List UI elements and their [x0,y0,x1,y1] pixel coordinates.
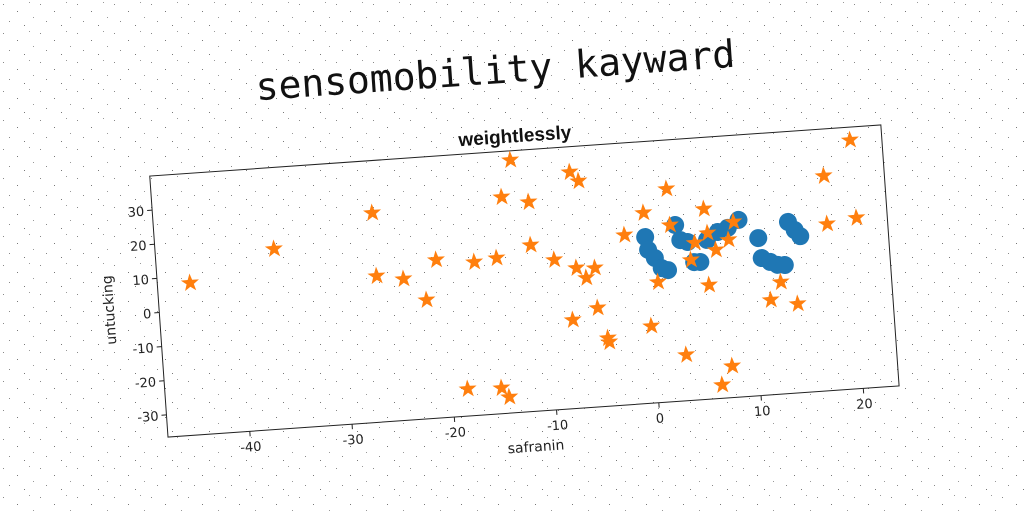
star-point [519,192,538,211]
star-point [706,240,725,258]
star-point [394,269,413,288]
star-point [698,223,717,242]
star-point [492,378,511,397]
star-point [560,162,579,181]
star-point [567,258,586,276]
y-tick-label: 30 [127,205,145,221]
star-point [817,214,836,233]
star-point [492,187,511,206]
x-axis-label: safranin [507,437,565,457]
circle-point [749,229,768,248]
star-point [501,150,520,169]
star-point [577,268,596,286]
circle-point [775,256,794,275]
star-point [771,272,790,291]
star-point [660,215,679,234]
y-axis-label: untucking [100,275,121,346]
x-tick-label: 20 [856,397,874,413]
star-point [180,273,199,291]
star-point [723,356,742,375]
y-tick-label: 20 [130,239,148,255]
star-point [500,387,519,406]
star-point [600,332,619,351]
y-tick-label: 10 [132,273,150,289]
x-tick-label: 0 [655,411,664,427]
star-point [847,208,866,226]
star-point [694,199,713,218]
x-tick-label: -40 [240,440,262,456]
star-point [657,179,676,198]
star-point [761,290,780,308]
star-point [677,345,696,363]
x-tick-label: -30 [342,432,364,448]
star-point [634,203,653,221]
y-tick-label: -20 [134,375,156,391]
star-point [545,250,564,268]
star-point [642,316,661,335]
star-point [426,250,445,268]
star-point [417,290,436,309]
star-point [585,258,604,277]
star-point [648,272,667,291]
star-point [487,248,506,267]
x-tick-label: -10 [547,418,569,434]
circle-point [659,261,678,280]
star-point [458,379,477,398]
plot-frame [149,124,900,438]
star-point [465,252,484,271]
star-point [713,375,732,393]
y-tick-label: -30 [137,409,159,425]
star-point [521,235,540,254]
star-point [264,239,283,258]
y-tick-label: 0 [143,307,152,323]
star-point [569,171,588,190]
star-point [719,230,738,248]
star-point [367,266,386,285]
star-point [362,203,382,222]
y-tick-label: -10 [132,341,154,357]
circle-point [791,227,810,246]
star-point [681,250,700,268]
star-point [615,225,634,244]
star-point [563,310,582,328]
star-point [685,233,704,251]
star-point [588,298,607,316]
star-point [724,212,743,231]
star-point [840,130,859,149]
x-tick-label: 10 [753,404,771,420]
star-point [699,275,718,294]
star-point [814,166,833,184]
x-tick-label: -20 [444,425,466,441]
star-point [788,294,807,312]
